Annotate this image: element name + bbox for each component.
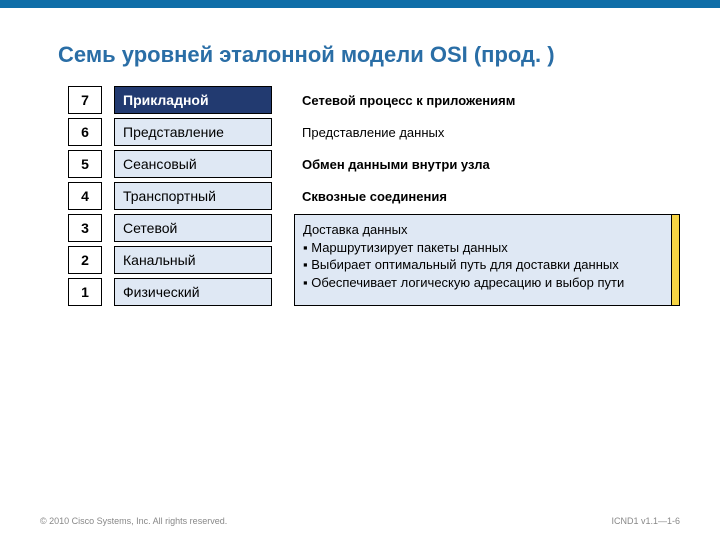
footer-copyright: © 2010 Cisco Systems, Inc. All rights re…	[40, 516, 227, 526]
layer-description-highlight: Доставка данных▪ Маршрутизирует пакеты д…	[294, 214, 672, 306]
highlight-bullet: ▪ Обеспечивает логическую адресацию и вы…	[303, 274, 663, 292]
highlight-title: Доставка данных	[303, 221, 663, 239]
layer-name: Прикладной	[114, 86, 272, 114]
layer-description: Обмен данными внутри узла	[294, 150, 680, 178]
layer-number: 6	[68, 118, 102, 146]
layer-description: Сквозные соединения	[294, 182, 680, 210]
layer-number: 3	[68, 214, 102, 242]
layer-number: 5	[68, 150, 102, 178]
highlight-bullet: ▪ Выбирает оптимальный путь для доставки…	[303, 256, 663, 274]
layer-name: Транспортный	[114, 182, 272, 210]
layer-name: Физический	[114, 278, 272, 306]
footer-page-ref: ICND1 v1.1—1-6	[611, 516, 680, 526]
highlight-bullet: ▪ Маршрутизирует пакеты данных	[303, 239, 663, 257]
slide-body: Семь уровней эталонной модели OSI (прод.…	[0, 8, 720, 306]
layer-name: Сеансовый	[114, 150, 272, 178]
layer-description: Сетевой процесс к приложениям	[294, 86, 680, 114]
top-accent-bar	[0, 0, 720, 8]
layer-number: 4	[68, 182, 102, 210]
osi-table: 7 Прикладной Сетевой процесс к приложениям…	[40, 86, 680, 306]
layer-description: Представление данных	[294, 118, 680, 146]
slide-title: Семь уровней эталонной модели OSI (прод.…	[58, 42, 680, 68]
layer-number: 7	[68, 86, 102, 114]
layer-name: Сетевой	[114, 214, 272, 242]
layer-number: 1	[68, 278, 102, 306]
layer-number: 2	[68, 246, 102, 274]
layer-name: Представление	[114, 118, 272, 146]
footer-bar: © 2010 Cisco Systems, Inc. All rights re…	[40, 516, 680, 526]
highlight-right-edge	[672, 214, 680, 306]
layer-name: Канальный	[114, 246, 272, 274]
